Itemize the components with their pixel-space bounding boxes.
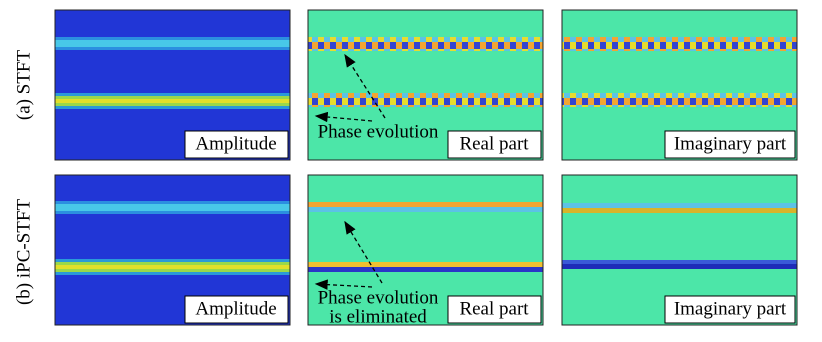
row-label: (b) iPC-STFT [13, 199, 34, 305]
panel-label: Imaginary part [674, 298, 787, 319]
panel-amplitude: Amplitude [54, 174, 291, 326]
panel-label: Amplitude [195, 298, 276, 319]
panel-label: Real part [459, 133, 529, 154]
panel-imaginary: Imaginary part [561, 9, 798, 161]
panel-label: Real part [459, 298, 529, 319]
annotation: Phase evolution [318, 121, 439, 142]
row-stft: (a) STFT Amplitude Real part Phase evolu… [13, 9, 798, 161]
row-ipc-stft: (b) iPC-STFT Amplitude Real part Phase e… [13, 174, 798, 327]
annotation: is eliminated [329, 306, 427, 327]
row-label: (a) STFT [13, 50, 34, 121]
panel-amplitude: Amplitude [54, 9, 291, 161]
panel-imaginary: Imaginary part [561, 174, 798, 326]
panel-real: Real part Phase evolution is eliminated [307, 174, 544, 327]
panel-real: Real part Phase evolution [307, 9, 544, 161]
panel-label: Imaginary part [674, 133, 787, 154]
annotation: Phase evolution [318, 287, 439, 308]
panel-label: Amplitude [195, 133, 276, 154]
